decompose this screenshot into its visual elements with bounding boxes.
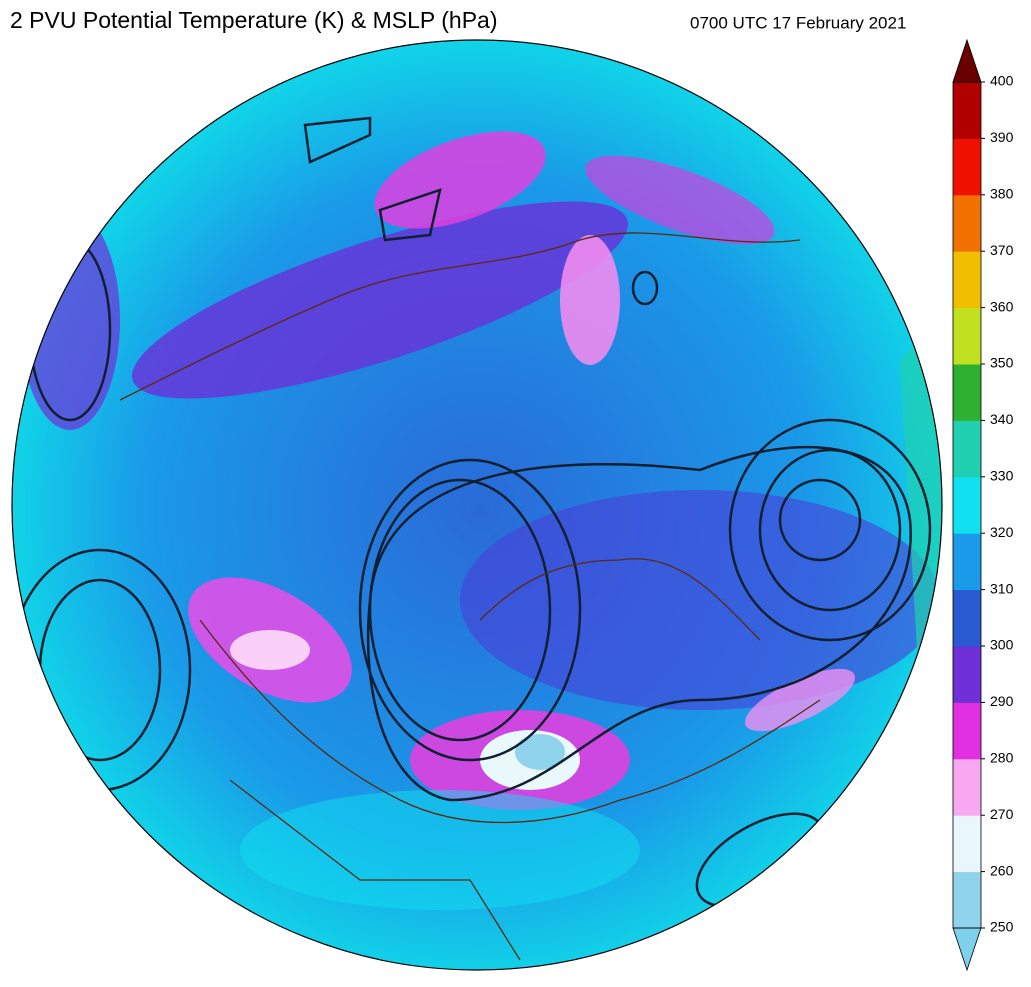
colorbar-tick-label: 370 — [990, 242, 1014, 258]
colorbar-segment — [953, 251, 981, 309]
colorbar-segment — [953, 138, 981, 196]
colorbar-tick-label: 380 — [990, 186, 1014, 202]
colorbar-segment — [953, 364, 981, 421]
colorbar-over — [952, 38, 982, 83]
colorbar-segment — [953, 815, 981, 873]
colorbar-tick-label: 330 — [990, 468, 1014, 484]
colorbar-under — [952, 927, 982, 972]
map — [12, 40, 942, 970]
colorbar-frame — [952, 81, 982, 929]
colorbar-tick-label: 360 — [990, 298, 1014, 314]
title: 2 PVU Potential Temperature (K) & MSLP (… — [10, 7, 497, 33]
colorbar-tick-label: 390 — [990, 129, 1014, 145]
colorbar-tick-label: 400 — [990, 73, 1014, 89]
colorbar-tick-label: 260 — [990, 862, 1014, 878]
colorbar-segment — [953, 82, 981, 139]
colorbar-segment — [953, 533, 981, 591]
colorbar-segment — [953, 702, 981, 760]
colorbar-tick-label: 290 — [990, 693, 1014, 709]
colorbar-tick-label: 280 — [990, 750, 1014, 766]
colorbar-segment — [953, 646, 981, 703]
colorbar-tick-label: 340 — [990, 411, 1014, 427]
colorbar-tick-label: 350 — [990, 355, 1014, 371]
timestamp: 0700 UTC 17 February 2021 — [690, 13, 906, 32]
colorbar-tick-label: 320 — [990, 524, 1014, 540]
colorbar-segment — [953, 758, 981, 816]
colorbar-tick-label: 300 — [990, 637, 1014, 653]
colorbar-segment — [953, 194, 981, 252]
colorbar-tick-label: 250 — [990, 919, 1014, 935]
colorbar-segment — [953, 871, 981, 929]
colorbar-segment — [953, 476, 981, 534]
colorbar-segment — [953, 420, 981, 478]
colorbar-segment — [953, 589, 981, 647]
colorbar: 250 260 270 280 290 300 310 320 330 340 350 360 370 3… — [952, 38, 1014, 972]
colorbar-tick-label: 270 — [990, 806, 1014, 822]
globe-border — [11, 39, 943, 971]
colorbar-segment — [953, 307, 981, 365]
colorbar-tick-label: 310 — [990, 580, 1014, 596]
